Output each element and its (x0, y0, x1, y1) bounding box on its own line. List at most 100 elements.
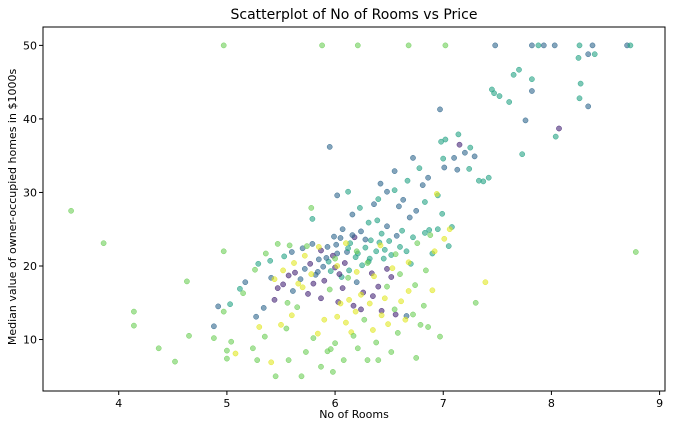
data-point (551, 42, 558, 49)
data-point (298, 373, 305, 380)
data-point (556, 125, 562, 132)
data-point (441, 235, 448, 242)
data-point (334, 192, 341, 199)
data-point (285, 357, 292, 363)
data-point (427, 232, 434, 238)
data-point (337, 235, 344, 241)
chart-title: Scatterplot of No of Rooms vs Price (231, 7, 478, 23)
data-point (384, 188, 390, 195)
data-point (406, 214, 413, 221)
data-point (350, 332, 357, 339)
data-point (227, 301, 233, 308)
data-point (242, 279, 249, 286)
data-point (375, 283, 382, 290)
data-point (309, 241, 316, 247)
data-point (250, 345, 256, 352)
data-point (314, 330, 321, 337)
data-point (332, 340, 338, 347)
data-point (346, 296, 352, 303)
data-point (397, 271, 403, 277)
data-point (155, 345, 162, 352)
data-point (359, 262, 365, 269)
data-point (321, 316, 328, 323)
data-point (373, 248, 380, 255)
data-point (357, 205, 363, 211)
x-tick-label: 6 (332, 397, 339, 410)
data-point (576, 42, 583, 49)
data-point (286, 242, 293, 249)
data-point (184, 278, 190, 285)
data-point (591, 51, 598, 58)
data-point (362, 236, 369, 243)
data-point (445, 243, 452, 249)
data-point (352, 308, 359, 315)
data-point (255, 260, 262, 267)
data-point (455, 131, 462, 138)
data-point (332, 255, 338, 262)
data-point (271, 276, 278, 283)
data-point (378, 312, 385, 319)
data-point (334, 313, 341, 320)
data-point (380, 255, 387, 262)
data-point (364, 260, 371, 266)
data-point (310, 280, 317, 287)
data-point (410, 234, 416, 241)
data-point (358, 306, 364, 313)
data-point (336, 271, 343, 277)
data-point (429, 287, 436, 294)
data-point (403, 248, 410, 255)
data-point (529, 76, 535, 83)
data-point (365, 219, 372, 226)
data-point (577, 80, 584, 87)
data-point (323, 255, 330, 261)
data-point (482, 279, 489, 286)
data-point (324, 244, 331, 250)
data-point (472, 299, 479, 306)
data-point (466, 166, 473, 172)
data-point (315, 256, 322, 263)
data-point (462, 149, 468, 156)
data-point (308, 205, 315, 211)
data-point (384, 283, 390, 290)
data-point (254, 357, 261, 363)
data-point (345, 245, 351, 252)
data-point (585, 51, 592, 58)
data-point (353, 279, 360, 286)
data-point (388, 274, 395, 280)
data-point (232, 350, 239, 357)
data-point (392, 251, 399, 258)
data-point (354, 345, 361, 352)
data-point (402, 316, 409, 323)
data-point (299, 284, 306, 291)
data-point (353, 269, 360, 275)
data-point (320, 263, 327, 270)
data-point (281, 253, 288, 260)
data-point (361, 316, 368, 323)
data-point (467, 144, 474, 151)
data-point (454, 166, 461, 173)
y-tick-label: 30 (23, 186, 37, 199)
data-point (405, 42, 412, 49)
data-point (304, 243, 310, 249)
data-point (405, 288, 412, 294)
data-point (492, 42, 499, 49)
data-point (575, 55, 582, 61)
data-point (370, 293, 376, 299)
data-point (480, 178, 487, 185)
data-point (540, 42, 547, 49)
data-point (224, 347, 230, 354)
data-point (410, 155, 416, 161)
data-point (334, 263, 341, 269)
x-tick-label: 9 (656, 397, 663, 410)
data-point (331, 233, 337, 240)
data-point (308, 271, 315, 277)
data-point (405, 259, 412, 266)
data-point (290, 288, 296, 294)
data-point (388, 349, 395, 355)
data-point (412, 282, 418, 288)
y-tick-label: 10 (23, 334, 37, 347)
data-point (295, 280, 302, 287)
data-point (358, 228, 364, 235)
data-point (310, 335, 317, 341)
data-point (400, 196, 407, 203)
